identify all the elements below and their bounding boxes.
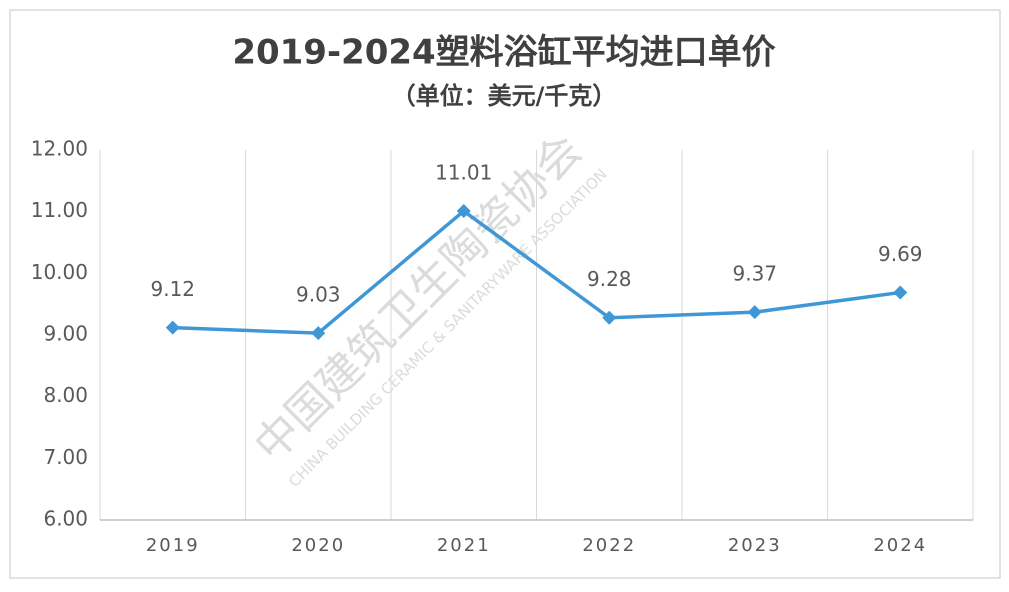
chart-title: 2019-2024塑料浴缸平均进口单价 <box>232 33 775 73</box>
x-tick-label: 2021 <box>437 535 491 556</box>
data-label: 9.37 <box>732 262 777 286</box>
y-tick-label: 11.00 <box>31 198 88 222</box>
line <box>172 208 901 335</box>
marker <box>311 326 326 341</box>
y-tick-label: 7.00 <box>43 445 88 469</box>
chart-subtitle: （单位：美元/千克） <box>392 82 617 110</box>
x-tick-label: 2019 <box>146 535 200 556</box>
y-tick-label: 12.00 <box>31 137 88 161</box>
data-label: 9.28 <box>587 267 632 291</box>
x-tick-label: 2023 <box>728 535 782 556</box>
data-label: 11.01 <box>435 161 492 185</box>
data-label: 9.69 <box>878 242 923 266</box>
x-tick-label: 2020 <box>291 535 345 556</box>
x-tick-label: 2024 <box>873 535 927 556</box>
y-tick-label: 6.00 <box>43 507 88 531</box>
y-tick-label: 9.00 <box>43 322 88 346</box>
marker <box>893 285 908 300</box>
data-label: 9.12 <box>150 277 195 301</box>
marker <box>165 320 180 335</box>
data-label: 9.03 <box>296 283 341 307</box>
marker <box>456 204 471 219</box>
y-tick-label: 8.00 <box>43 383 88 407</box>
y-tick-label: 10.00 <box>31 260 88 284</box>
marker <box>602 310 617 325</box>
chart-border <box>9 9 1001 579</box>
marker <box>747 305 762 320</box>
x-tick-label: 2022 <box>582 535 636 556</box>
